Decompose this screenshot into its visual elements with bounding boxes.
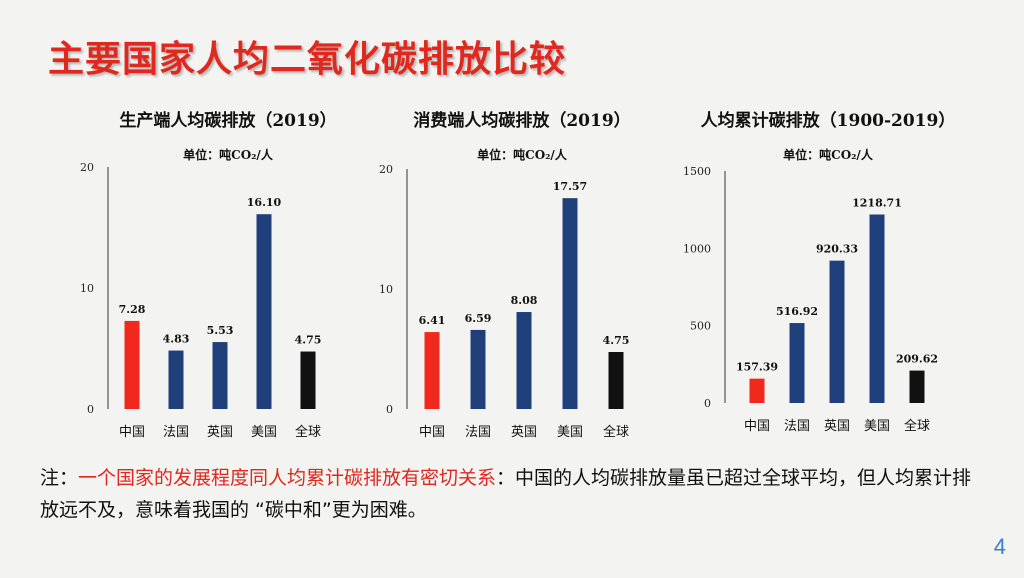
chart-3-bar-3: [869, 214, 885, 403]
chart-2-title: 消费端人均碳排放（2019）: [413, 110, 630, 131]
chart-2-bar-1: [470, 329, 486, 409]
chart-1-value-label-3: 16.10: [247, 196, 282, 209]
chart-1-value-label-4: 4.75: [295, 334, 322, 347]
chart-1-bar-1: [168, 350, 184, 409]
chart-1-category-1: 法国: [163, 425, 189, 440]
chart-2-bar-3: [562, 198, 578, 409]
chart-3-value-label-1: 516.92: [776, 305, 818, 318]
chart-2-value-label-1: 6.59: [465, 312, 492, 325]
chart-1-value-label-1: 4.83: [163, 333, 190, 346]
chart-2-y-tick-2: 20: [379, 163, 393, 176]
chart-3-unit: 单位：吨CO₂/人: [783, 147, 874, 162]
chart-3-category-0: 中国: [744, 419, 770, 434]
chart-3-y-tick-2: 1000: [683, 242, 711, 255]
chart-1-title: 生产端人均碳排放（2019）: [119, 110, 336, 131]
chart-3-value-label-0: 157.39: [736, 361, 778, 374]
chart-3-value-label-3: 1218.71: [852, 197, 902, 210]
chart-3-category-3: 美国: [864, 419, 890, 434]
chart-3-bar-0: [749, 378, 765, 403]
chart-1-bar-0: [124, 320, 140, 409]
chart-2-unit: 单位：吨CO₂/人: [477, 147, 568, 162]
chart-2-y-tick-0: 0: [386, 403, 393, 416]
chart-1-value-label-2: 5.53: [207, 324, 234, 337]
chart-1-category-2: 英国: [207, 425, 233, 440]
chart-1-value-label-0: 7.28: [119, 303, 146, 316]
chart-2-category-4: 全球: [603, 424, 629, 440]
page-number: 4: [993, 534, 1006, 559]
chart-2-value-label-4: 4.75: [603, 334, 630, 347]
chart-3-category-2: 英国: [824, 419, 850, 434]
chart-2-y-tick-1: 10: [379, 283, 393, 296]
chart-3-y-tick-0: 0: [704, 397, 711, 410]
chart-3-y-tick-3: 1500: [683, 165, 711, 178]
chart-1-category-3: 美国: [251, 425, 277, 440]
chart-3-bar-1: [789, 323, 805, 403]
chart-2-value-label-3: 17.57: [553, 180, 587, 193]
chart-3-category-4: 全球: [904, 418, 930, 434]
note-prefix: 注：: [40, 467, 79, 489]
chart-2-value-label-2: 8.08: [511, 294, 538, 307]
chart-3-category-1: 法国: [784, 419, 810, 434]
chart-3-value-label-2: 920.33: [816, 243, 858, 256]
chart-2-category-2: 英国: [511, 425, 537, 440]
chart-2-bar-0: [424, 332, 440, 409]
chart-1-bar-2: [212, 342, 228, 409]
footnote: 注：一个国家的发展程度同人均累计碳排放有密切关系：中国的人均碳排放量虽已超过全球…: [40, 462, 990, 526]
slide-title: 主要国家人均二氧化碳排放比较: [48, 39, 567, 80]
chart-2-bar-4: [608, 352, 624, 409]
chart-1-bar-3: [256, 214, 272, 409]
chart-1-category-0: 中国: [119, 425, 145, 440]
chart-2-value-label-0: 6.41: [419, 314, 446, 327]
chart-1-unit: 单位：吨CO₂/人: [183, 147, 274, 162]
chart-3-title: 人均累计碳排放（1900-2019）: [701, 110, 956, 131]
chart-1-category-4: 全球: [295, 424, 321, 440]
chart-2-bar-2: [516, 312, 532, 409]
chart-1-y-tick-2: 20: [80, 161, 94, 174]
chart-1-y-tick-1: 10: [80, 282, 94, 295]
chart-3-value-label-4: 209.62: [896, 353, 938, 366]
chart-2-category-0: 中国: [419, 425, 445, 440]
chart-2-category-1: 法国: [465, 425, 491, 440]
chart-3-bar-4: [909, 370, 925, 403]
note-rest: ：中国的人均碳排放量虽已超过全球平均，但人均累计排放远不及，意味着我国的 “碳中…: [40, 467, 972, 521]
chart-1-y-tick-0: 0: [87, 403, 94, 416]
chart-1-bar-4: [300, 351, 316, 409]
chart-3-y-tick-1: 500: [690, 320, 711, 333]
note-highlight: 一个国家的发展程度同人均累计碳排放有密切关系: [78, 467, 497, 489]
chart-3-bar-2: [829, 260, 845, 403]
chart-2-category-3: 美国: [557, 425, 583, 440]
